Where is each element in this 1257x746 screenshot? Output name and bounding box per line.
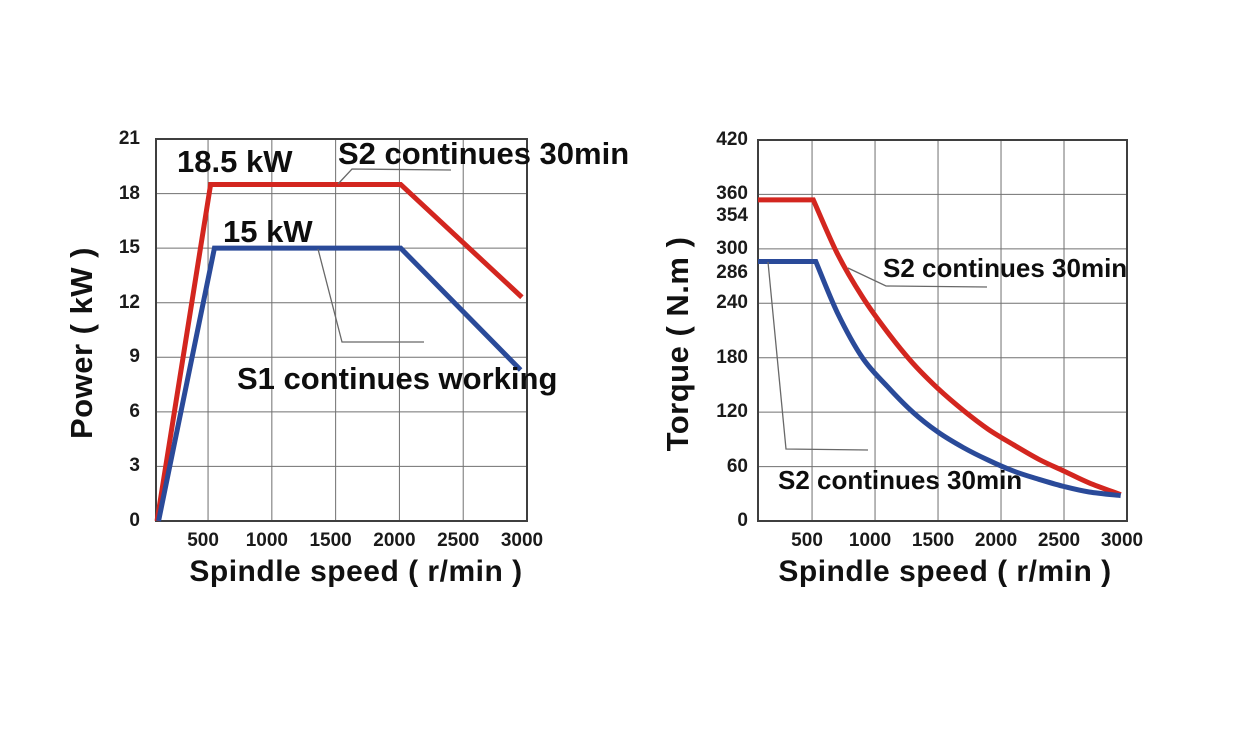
torque-vs-spindle-speed-series-0-curve xyxy=(758,197,1122,498)
grid-lines xyxy=(156,138,528,522)
torque-vs-spindle-speed-series-1-curve xyxy=(758,259,1121,499)
plot-border xyxy=(155,138,528,522)
power-vs-spindle-speed xyxy=(154,138,528,522)
torque-vs-spindle-speed xyxy=(757,139,1128,522)
grid-lines xyxy=(758,139,1128,522)
annotation-leader-line xyxy=(317,248,424,343)
annotation-leader-line xyxy=(847,267,988,288)
annotation-leader-line xyxy=(337,168,452,185)
plot-border xyxy=(757,139,1128,522)
power-vs-spindle-speed-series-1-curve xyxy=(156,245,523,522)
annotation-leader-line xyxy=(767,261,869,451)
power-vs-spindle-speed-series-0-curve xyxy=(154,181,524,522)
